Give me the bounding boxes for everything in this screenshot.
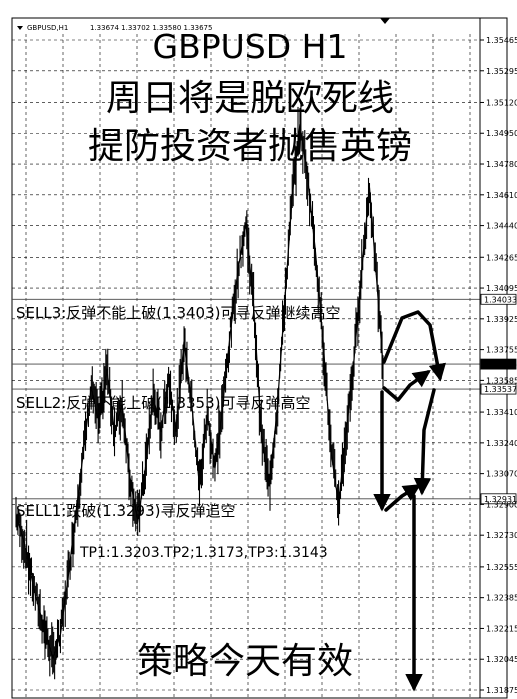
price-level-label: 1.32931	[484, 495, 517, 504]
header-symbol: GBPUSD,H1	[27, 24, 68, 32]
y-tick-label: 1.35465	[486, 36, 517, 45]
y-axis: 1.35465 1.35295 1.35120 1.34950 1.34780 1.346…	[479, 18, 517, 698]
y-tick-label: 1.35295	[486, 67, 517, 76]
forecast-path-2	[382, 369, 431, 402]
y-tick-label: 1.33585	[486, 376, 517, 385]
y-tick-label: 1.33755	[486, 346, 517, 355]
period-marker-icon	[380, 18, 390, 24]
y-tick-label: 1.34780	[486, 160, 517, 169]
y-tick-label: 1.32045	[486, 655, 517, 664]
price-level-label: 1.33537	[484, 385, 517, 394]
y-tick-label: 1.34440	[486, 222, 517, 231]
y-tick-label: 1.34265	[486, 253, 517, 262]
y-tick-label: 1.32385	[486, 594, 517, 603]
y-tick-label: 1.34950	[486, 129, 517, 138]
annotation-footer: 策略今天有效	[137, 641, 353, 682]
header-dropdown-icon[interactable]	[17, 26, 23, 30]
y-tick-label: 1.32555	[486, 563, 517, 572]
forecast-path-1	[382, 310, 447, 382]
annotation-sell1: SELL1:跌破(1.3293)寻反弹追空	[16, 502, 236, 520]
y-tick-label: 1.33240	[486, 439, 517, 448]
annotation-take-profit: TP1:1.3203.TP2;1.3173,TP3:1.3143	[79, 545, 328, 561]
forecast-path-4	[384, 484, 421, 512]
y-tick-label: 1.33925	[486, 315, 517, 324]
forecast-arrows	[373, 310, 447, 692]
price-level-label: 1.33675	[484, 360, 517, 369]
y-tick-label: 1.35120	[486, 98, 517, 107]
grid	[12, 34, 480, 698]
plot-frame	[11, 17, 508, 699]
chart-subtitle-line2: 提防投资者抛售英镑	[88, 126, 412, 167]
price-levels: 1.34033 1.33675 1.33537 1.32931	[12, 293, 517, 505]
y-tick-label: 1.31875	[486, 686, 517, 695]
header-ohlc: 1.33674 1.33702 1.33580 1.33675	[90, 24, 212, 32]
annotation-sell2: SELL2:反弹不能上破(1.3353)可寻反弹高空	[16, 394, 311, 412]
price-line	[15, 124, 384, 661]
y-tick-label: 1.34610	[486, 191, 517, 200]
price-level-box	[480, 493, 517, 505]
y-tick-label: 1.32900	[486, 500, 517, 509]
annotation-sell3: SELL3:反弹不能上破(1.3403)可寻反弹继续高空	[16, 304, 341, 322]
y-tick-label: 1.33410	[486, 408, 517, 417]
y-tick-label: 1.32215	[486, 624, 517, 633]
y-tick-label: 1.32730	[486, 531, 517, 540]
y-tick-label: 1.34095	[486, 284, 517, 293]
price-level-box	[480, 383, 517, 395]
chart-title: GBPUSD H1	[153, 27, 348, 66]
price-level-label: 1.34033	[484, 295, 517, 304]
price-level-box	[480, 358, 517, 370]
chart-subtitle-line1: 周日将是脱欧死线	[106, 78, 394, 119]
price-level-box	[480, 293, 517, 305]
y-tick-label: 1.33070	[486, 470, 517, 479]
forecast-path-5	[413, 388, 436, 496]
price-series	[15, 103, 384, 680]
